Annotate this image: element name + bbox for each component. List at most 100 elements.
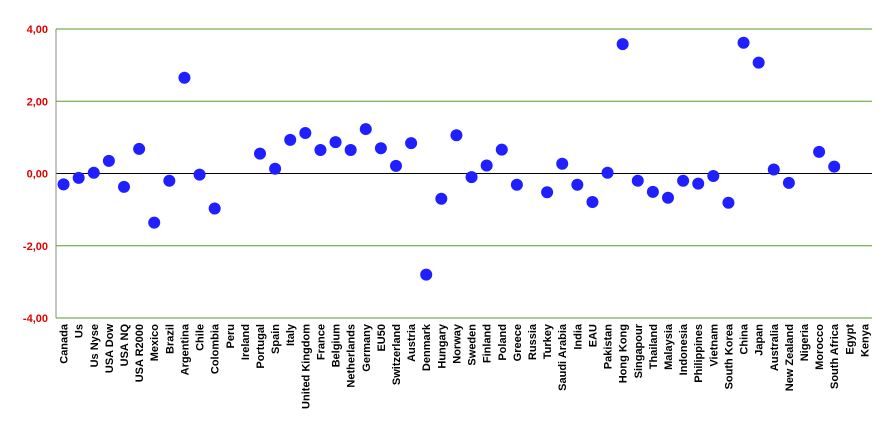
x-tick-label: Argentina [179, 323, 191, 375]
x-tick-label: Germany [361, 323, 373, 372]
x-tick-label: Switzerland [391, 324, 403, 385]
y-tick-label: -2,00 [23, 241, 48, 253]
x-tick-label: Finland [482, 324, 494, 363]
dot [344, 144, 357, 157]
dot [420, 268, 433, 281]
dot [72, 171, 85, 184]
x-tick-label: Spain [270, 324, 282, 354]
dot [495, 143, 508, 156]
dot [148, 216, 161, 229]
dot [269, 162, 282, 175]
dot [57, 178, 70, 191]
x-tick-label: New Zealand [784, 324, 796, 391]
x-tick-label: Norway [451, 323, 463, 364]
dot [541, 186, 554, 199]
x-tick-label: Vietnam [708, 324, 720, 367]
x-tick-label: Malaysia [663, 323, 675, 370]
dot [646, 185, 659, 198]
dot [374, 142, 387, 155]
x-tick-label: Kenya [859, 323, 871, 357]
x-tick-label: Greece [512, 324, 524, 361]
x-tick-label: Morocco [814, 324, 826, 370]
x-tick-label: Japan [754, 324, 766, 356]
x-tick-label: Canada [59, 323, 71, 364]
dot [435, 192, 448, 205]
dot [707, 170, 720, 183]
x-tick-label: Peru [225, 324, 237, 348]
x-tick-label: Hungary [436, 323, 448, 369]
x-tick-label: Singapour [633, 323, 645, 378]
x-tick-label: Indonesia [678, 323, 690, 375]
x-tick-label: Us [74, 324, 86, 338]
x-tick-label: Us Nyse [89, 324, 101, 367]
x-tick-label: France [315, 324, 327, 360]
dot [390, 159, 402, 172]
x-tick-label: United Kingdom [300, 324, 312, 409]
dot [601, 166, 614, 179]
x-tick-label: South Korea [723, 323, 735, 389]
x-tick-label: Australia [769, 323, 781, 371]
dot [118, 180, 130, 193]
dot [405, 137, 418, 150]
x-tick-label: Chile [195, 324, 207, 351]
dot [208, 202, 221, 215]
x-tick-label: Hong Kong [618, 324, 630, 383]
x-tick-label: Nigeria [799, 323, 811, 361]
dot [662, 191, 674, 204]
dot [828, 160, 841, 173]
x-tick-label: India [572, 323, 584, 350]
x-tick-label: USA NQ [119, 324, 131, 367]
dot [299, 127, 312, 140]
x-tick-label: Philippines [693, 324, 705, 383]
x-tick-label: Portugal [255, 324, 267, 369]
dot [102, 154, 115, 167]
x-tick-label: South Africa [829, 323, 841, 389]
y-tick-label: -4,00 [23, 313, 48, 325]
dot [571, 178, 584, 191]
dot [178, 71, 191, 84]
y-tick-label: 2,00 [27, 96, 48, 108]
dot [782, 176, 795, 189]
dot [631, 174, 644, 187]
dot [87, 166, 100, 179]
x-tick-label: USA Dow [104, 324, 116, 374]
dot [284, 133, 297, 146]
x-tick-label: Russia [527, 323, 539, 360]
dot [133, 142, 146, 155]
x-tick-label: Ireland [240, 324, 252, 360]
dot [314, 144, 327, 157]
dot [163, 174, 176, 187]
x-tick-label: Sweden [467, 324, 479, 366]
x-tick-label: Colombia [210, 323, 222, 374]
dot [450, 129, 463, 142]
dot [737, 36, 750, 49]
x-tick-label: EAU [587, 324, 599, 347]
dot [722, 196, 735, 209]
x-tick-label: Saudi Arabia [557, 323, 569, 391]
x-tick-label: Thailand [648, 324, 660, 369]
y-tick-label: 0,00 [27, 169, 48, 181]
dot [586, 196, 599, 209]
dot [465, 171, 478, 184]
dot [752, 56, 765, 69]
x-tick-label: Egypt [844, 324, 856, 355]
x-tick-label: Brazil [164, 324, 176, 354]
dot [556, 157, 569, 170]
x-tick-label: Belgium [331, 324, 343, 368]
x-tick-label: Netherlands [346, 324, 358, 388]
x-tick-label: Austria [406, 323, 418, 362]
dot [616, 38, 629, 51]
x-tick-label: Poland [497, 324, 509, 361]
dot [813, 145, 826, 158]
dot [480, 159, 493, 172]
dot [692, 177, 705, 190]
dot [510, 178, 523, 191]
dot [254, 147, 266, 160]
dot [677, 174, 690, 187]
x-tick-label: China [739, 323, 751, 354]
dot [329, 136, 342, 149]
x-tick-label: Denmark [421, 323, 433, 371]
dot [359, 123, 372, 136]
dot [193, 168, 206, 181]
